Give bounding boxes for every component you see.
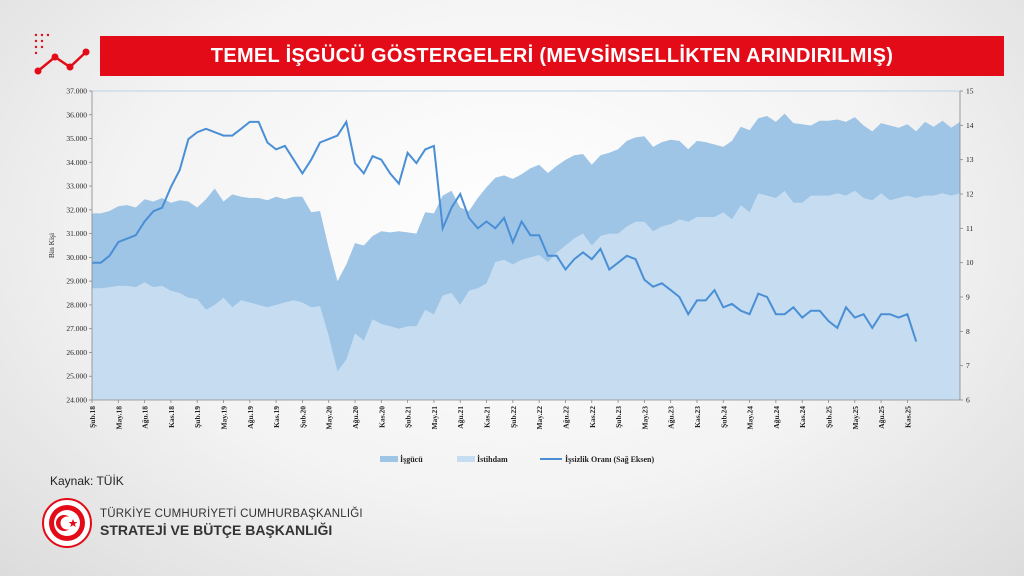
y2-tick-label: 12 — [966, 190, 974, 199]
x-tick-label: Ağu.23 — [667, 406, 676, 429]
x-tick-label: Şub.22 — [509, 406, 518, 428]
labor-indicators-chart: 24.000 25.000 26.000 27.000 28.000 29.000 30.0… — [47, 87, 974, 465]
x-tick-label: Kas.19 — [272, 406, 281, 428]
y2-tick-label: 11 — [966, 224, 973, 233]
x-tick-label: May.24 — [746, 406, 755, 430]
x-tick-label: Şub.20 — [298, 406, 307, 428]
x-tick-label: Kas.18 — [167, 406, 176, 428]
employment-area — [92, 190, 960, 400]
x-tick-label: Şub.23 — [614, 406, 623, 428]
y2-tick-label: 9 — [966, 293, 970, 302]
x-tick-label: May.25 — [851, 406, 860, 430]
sbb-emblem-icon — [42, 498, 92, 548]
legend-labor-force-label: İşgücü — [400, 454, 423, 464]
x-tick-label: Ağu.20 — [351, 406, 360, 429]
legend-employment-swatch — [457, 456, 475, 462]
y-tick-label: 31.000 — [66, 229, 87, 238]
title-banner: TEMEL İŞGÜCÜ GÖSTERGELERİ (MEVSİMSELLİKT… — [100, 36, 1004, 76]
y-tick-label: 24.000 — [66, 396, 87, 405]
dot-grid-icon — [34, 33, 50, 55]
x-tick-label: Kas.20 — [377, 406, 386, 428]
y-tick-label: 36.000 — [66, 110, 87, 119]
y2-tick-label: 6 — [966, 396, 970, 405]
org-name-line1: TÜRKİYE CUMHURİYETİ CUMHURBAŞKANLIĞI — [100, 508, 363, 520]
legend-unemployment-label: İşsizlik Oranı (Sağ Eksen) — [565, 454, 654, 464]
trend-logo-icon — [34, 33, 90, 75]
y-tick-label: 34.000 — [66, 158, 87, 167]
y-tick-label: 35.000 — [66, 134, 87, 143]
org-branding: TÜRKİYE CUMHURİYETİ CUMHURBAŞKANLIĞI STR… — [42, 498, 363, 548]
org-name-line2: STRATEJİ VE BÜTÇE BAŞKANLIĞI — [100, 522, 333, 538]
source-note: Kaynak: TÜİK — [50, 474, 124, 488]
x-tick-label: Ağu.24 — [772, 406, 781, 429]
x-tick-label: May.20 — [325, 406, 334, 430]
unemployment-line — [92, 119, 918, 342]
x-tick-label: May.22 — [535, 406, 544, 430]
x-tick-label: Şub.18 — [88, 406, 97, 428]
x-tick-label: Şub.21 — [404, 406, 413, 428]
y-tick-label: 30.000 — [66, 253, 87, 262]
y-tick-label: 25.000 — [66, 372, 87, 381]
y-tick-label: 27.000 — [66, 324, 87, 333]
x-tick-label: Ağu.18 — [141, 406, 150, 429]
chart-title: TEMEL İŞGÜCÜ GÖSTERGELERİ (MEVSİMSELLİKT… — [210, 44, 894, 67]
y-axis-title: Bin Kişi — [47, 233, 56, 258]
y2-tick-label: 8 — [966, 327, 970, 336]
x-tick-label: Kas.21 — [483, 406, 492, 428]
x-tick-label: Ağu.21 — [456, 406, 465, 429]
x-tick-label: Şub.24 — [719, 406, 728, 428]
x-tick-label: Kas.22 — [588, 406, 597, 428]
x-tick-label: Kas.24 — [798, 406, 807, 428]
y-tick-label: 26.000 — [66, 348, 87, 357]
x-tick-label: Kas.23 — [693, 406, 702, 428]
y-tick-label: 29.000 — [66, 277, 87, 286]
x-tick-label: May.18 — [114, 406, 123, 430]
y2-tick-label: 10 — [966, 258, 974, 267]
x-tick-label: May.23 — [640, 406, 649, 430]
x-tick-label: May.21 — [430, 406, 439, 430]
y2-tick-label: 7 — [966, 361, 970, 370]
y-tick-label: 28.000 — [66, 300, 87, 309]
legend-labor-force-swatch — [380, 456, 398, 462]
x-tick-label: Şub.19 — [193, 406, 202, 428]
y-tick-label: 32.000 — [66, 205, 87, 214]
y-tick-label: 37.000 — [66, 87, 87, 96]
x-tick-label: Ağu.25 — [877, 406, 886, 429]
y2-tick-label: 14 — [966, 121, 974, 130]
x-tick-label: Kas.25 — [903, 406, 912, 428]
y2-tick-label: 15 — [966, 87, 974, 96]
y2-tick-label: 13 — [966, 155, 974, 164]
y-tick-label: 33.000 — [66, 182, 87, 191]
x-tick-label: May.19 — [220, 406, 229, 430]
x-tick-label: Ağu.19 — [246, 406, 255, 429]
x-tick-label: Ağu.22 — [561, 406, 570, 429]
x-tick-label: Şub.25 — [824, 406, 833, 428]
legend-employment-label: İstihdam — [477, 454, 508, 464]
